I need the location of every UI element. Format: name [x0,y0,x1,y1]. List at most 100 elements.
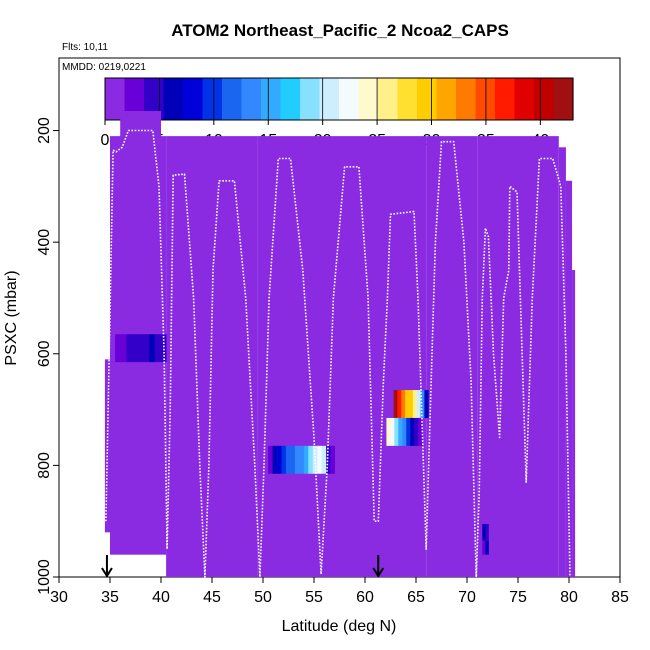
data-cell [115,334,122,363]
data-cell [401,390,406,418]
colorbar-swatch [119,78,126,120]
colorbar-border [104,77,574,121]
colorbar-swatch [231,78,238,120]
colorbar-swatch [441,78,447,120]
colorbar-swatch [144,78,150,120]
data-cell [160,334,167,363]
colorbar-swatch [480,78,486,120]
data-cell [335,445,340,474]
data-cell [485,540,489,555]
flights-label: Flts: 10,11 [62,42,108,53]
colorbar-swatch [163,78,169,120]
colorbar-swatch [475,78,481,120]
colorbar-swatch [378,78,384,120]
background-cell [120,111,161,142]
colorbar-swatch [431,78,438,120]
data-cell [132,334,139,363]
colorbar-swatch [436,78,442,120]
colorbar-swatch [343,78,350,120]
data-cell [126,334,133,363]
x-tick-label: 80 [560,589,578,606]
y-axis: 200 400 600 800 1000 [36,117,59,595]
colorbar-swatch [519,78,525,120]
data-cell [303,445,309,474]
background-cell [558,147,566,577]
x-tick-label: 65 [407,589,425,606]
colorbar-swatch [173,78,179,120]
colorbar-swatch [222,78,228,120]
colorbar-swatch [397,78,403,120]
colorbar-swatch [538,78,545,120]
chart-title: ATOM2 Northeast_Pacific_2 Ncoa2_CAPS [171,21,509,40]
data-cell [294,445,300,474]
data-cell [154,334,161,363]
x-axis: 30 35 40 45 50 55 60 65 70 75 80 85 [50,577,629,606]
colorbar-swatch [148,78,155,120]
data-cell [398,417,403,446]
x-tick-label: 30 [50,589,68,606]
x-tick-label: 55 [305,589,323,606]
colorbar-swatch [368,78,374,120]
flight-track [105,129,571,578]
colorbar-swatch [275,78,282,120]
colorbar-swatch [236,78,243,120]
data-cell [120,334,127,363]
colorbar-swatch [460,78,467,120]
data-cell [330,445,336,474]
colorbar-swatch [568,78,574,120]
colorbar-swatch [217,78,223,120]
data-cell [143,334,150,363]
data-cell [386,417,391,446]
colorbar-swatch [309,78,316,120]
colorbar-swatch [334,78,340,120]
colorbar-swatch [563,78,569,120]
x-tick-label: 45 [203,589,221,606]
colorbar-swatch [295,78,301,120]
colorbar-swatch [373,78,379,120]
colorbar-swatch [543,78,550,120]
y-tick-label: 1000 [36,559,53,595]
data-cell [272,445,278,474]
data-cell [277,445,282,474]
colorbar-swatch [246,78,252,120]
colorbar-swatch [261,78,267,120]
data-cell [397,390,402,418]
colorbar-swatch [207,78,213,120]
background-cell [565,180,573,577]
colorbar-swatch [212,78,218,120]
colorbar-swatch [534,78,540,120]
flight-track-line [105,129,571,578]
colorbar-swatch [139,78,145,120]
x-tick-label: 70 [458,589,476,606]
data-cell [268,445,273,474]
data-cell [482,523,486,541]
colorbar-swatch [412,78,418,120]
colorbar-swatch [553,78,559,120]
background-cell [572,270,576,577]
colorbar-swatch [353,78,360,120]
background-cell [477,136,559,577]
data-cell [394,417,399,446]
x-tick-label: 85 [611,589,629,606]
data-cell [290,445,296,474]
colorbar-swatch [314,78,321,120]
colorbar-swatch [241,78,247,120]
colorbar-swatch [290,78,296,120]
data-cell [317,445,323,474]
colorbar-swatch [470,78,477,120]
colorbar-swatch [382,78,389,120]
colorbar-swatch [417,78,423,120]
colorbar-swatch [178,78,184,120]
data-cell [137,334,144,363]
colorbar-swatch [421,78,428,120]
colorbar-swatch [192,78,199,120]
data-cell [299,445,305,474]
data-cell [406,417,411,446]
colorbar-swatch [329,78,335,120]
background-cell [426,136,478,577]
data-cell [408,390,414,418]
colorbar-swatch [358,78,364,120]
colorbar-swatch [426,78,433,120]
colorbar-swatch [300,78,306,120]
